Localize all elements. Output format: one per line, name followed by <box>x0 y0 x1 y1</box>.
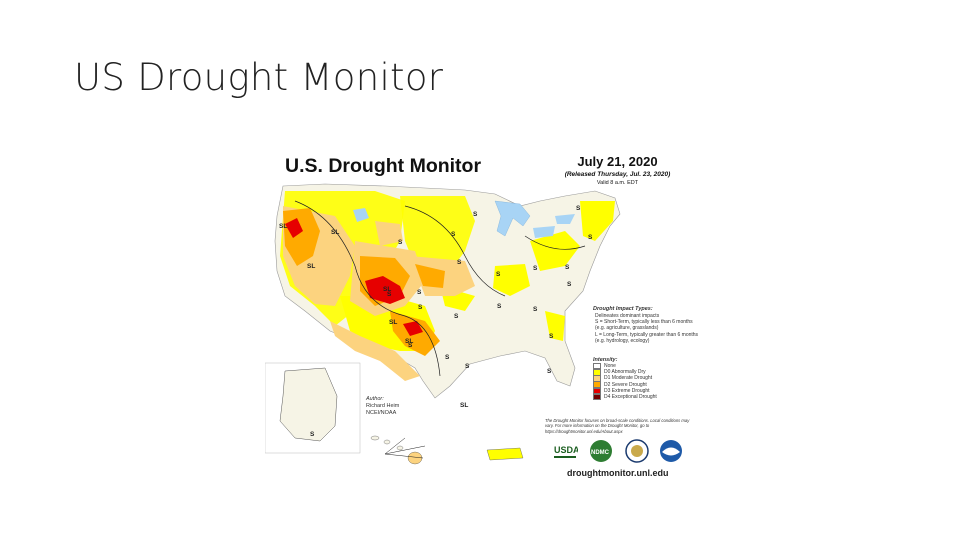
legend-label: D3 Extreme Drought <box>604 387 650 394</box>
map-title: U.S. Drought Monitor <box>285 155 482 177</box>
great-lakes <box>494 200 531 237</box>
map-date: July 21, 2020 <box>577 154 658 169</box>
d1-region <box>375 221 403 246</box>
impact-label: SL <box>383 286 391 293</box>
impact-label: SL <box>389 319 397 326</box>
author-header: Author: <box>366 396 384 402</box>
doc-seal <box>625 439 649 463</box>
impact-label: S <box>465 363 470 370</box>
impact-label: S <box>398 239 403 246</box>
author-name: Richard Heim <box>366 403 400 410</box>
logo-row: USDA NDMC <box>552 439 692 465</box>
impact-label: SL <box>405 338 413 345</box>
impact-label: SL <box>331 229 339 236</box>
impact-label: S <box>418 304 423 311</box>
impact-label: S <box>445 354 450 361</box>
legend-item: D3 Extreme Drought <box>593 387 703 395</box>
d3-region <box>285 218 303 238</box>
date-block: July 21, 2020 (Released Thursday, Jul. 2… <box>555 154 680 186</box>
svg-text:NDMC: NDMC <box>591 450 610 456</box>
disclaimer-note: The Drought Monitor focuses on broad-sca… <box>545 418 690 434</box>
legend-swatch <box>593 362 601 370</box>
release-date: (Released Thursday, Jul. 23, 2020) <box>564 171 671 178</box>
d0-region <box>493 264 530 296</box>
author-block: Author: Richard Heim NCEI/NOAA <box>366 396 399 417</box>
legend-label: None <box>604 363 616 370</box>
site-url: droughtmonitor.unl.edu <box>567 468 669 478</box>
legend-item: D2 Severe Drought <box>593 381 703 388</box>
impact-label: S <box>387 291 392 298</box>
impact-short-term: S = Short-Term, typically less than 6 mo… <box>595 319 693 332</box>
valid-time: Valid 8 a.m. EDT <box>596 180 639 186</box>
noaa-logo <box>660 440 682 462</box>
d0-region <box>580 201 615 241</box>
great-lakes <box>533 226 555 238</box>
impact-label: S <box>549 333 554 340</box>
impact-types: Drought Impact Types: Delineates dominan… <box>593 306 703 344</box>
impact-label: SL <box>279 223 287 230</box>
legend-label: D1 Moderate Drought <box>604 375 653 382</box>
hawaii-impact-lines <box>384 437 426 459</box>
impact-label: S <box>310 431 315 438</box>
legend-label: D2 Severe Drought <box>604 381 647 388</box>
legend-swatch <box>593 375 601 382</box>
legend-swatch <box>593 393 601 401</box>
usda-logo: USDA <box>554 445 578 458</box>
d0-region <box>530 231 580 271</box>
author-org: NCEI/NOAA <box>366 410 397 417</box>
legend-swatch <box>593 381 601 388</box>
impact-label: S <box>533 306 538 313</box>
impact-delineates: Delineates dominant impacts <box>595 312 660 319</box>
impact-label: S <box>457 259 462 266</box>
intensity-legend: Intensity: None D0 Abnormally Dry D1 Moder… <box>593 357 703 401</box>
impact-label: S <box>567 281 572 288</box>
d0-region <box>545 311 565 341</box>
impact-label: SL <box>307 263 315 270</box>
impact-label: S <box>576 205 581 212</box>
legend-swatch <box>593 387 601 395</box>
legend-item: D4 Exceptional Drought <box>593 393 703 401</box>
legend-label: D0 Abnormally Dry <box>604 369 646 376</box>
impact-label: S <box>417 289 422 296</box>
impact-label: S <box>496 271 501 278</box>
svg-text:USDA: USDA <box>554 445 578 455</box>
impact-long-term: L = Long-Term, typically greater than 6 … <box>595 331 699 344</box>
impact-label: S <box>533 265 538 272</box>
d1-region <box>330 321 420 381</box>
legend-header: Intensity: <box>593 357 618 363</box>
puerto-rico-shape <box>486 447 524 461</box>
slide-title: US Drought Monitor <box>74 56 444 99</box>
impact-label: S <box>473 211 478 218</box>
d2-region <box>415 264 445 288</box>
lake <box>353 208 369 222</box>
impact-label: S <box>565 264 570 271</box>
impact-header: Drought Impact Types: <box>593 306 653 312</box>
great-lakes <box>555 214 575 224</box>
drought-map: SL SL SL SL S S S S S S S S S S S S S S S S S S SL SL S S S SL S U.S… <box>265 146 700 482</box>
legend-item: None <box>593 362 703 370</box>
impact-label: S <box>451 231 456 238</box>
impact-label: SL <box>460 402 468 409</box>
alaska-shape <box>279 367 338 442</box>
ndmc-logo: NDMC <box>590 440 612 462</box>
legend-label: D4 Exceptional Drought <box>604 394 657 401</box>
hawaii-islands <box>370 435 423 465</box>
impact-boundary <box>294 200 441 377</box>
impact-label: S <box>497 303 502 310</box>
d3-region <box>365 276 405 304</box>
impact-boundary <box>524 235 586 250</box>
impact-boundary <box>404 205 506 297</box>
impact-label: S <box>454 313 459 320</box>
d3-region <box>403 321 423 336</box>
impact-label: S <box>408 342 413 349</box>
impact-label: S <box>588 234 593 241</box>
legend-item: D0 Abnormally Dry <box>593 369 703 376</box>
legend-item: D1 Moderate Drought <box>593 375 703 382</box>
legend-swatch <box>593 369 601 376</box>
impact-label: S <box>547 368 552 375</box>
